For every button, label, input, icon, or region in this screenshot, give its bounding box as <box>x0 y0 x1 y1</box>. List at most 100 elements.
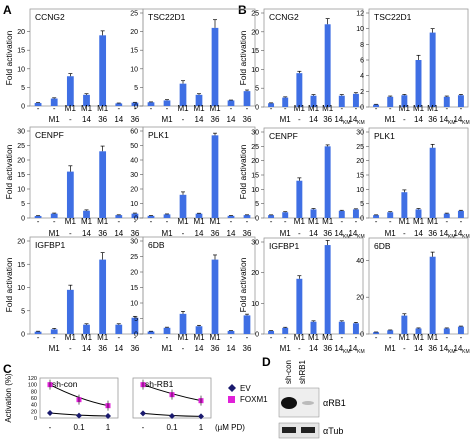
km-subscript: KM <box>448 349 456 355</box>
condition-label: 14 <box>195 229 204 238</box>
bar <box>131 213 139 218</box>
bar <box>163 214 171 218</box>
condition-label: 14 <box>414 344 423 353</box>
bar <box>227 330 235 334</box>
y-tick-label: 12 <box>356 11 364 18</box>
chart-title: CCNG2 <box>269 12 299 22</box>
bar <box>50 213 58 218</box>
y-tick-label: 0 <box>21 104 25 111</box>
condition-label: M1 <box>280 115 292 124</box>
bar <box>50 329 58 334</box>
y-tick-label: 0 <box>360 332 364 339</box>
condition-label: M1 <box>427 217 439 226</box>
y-tick-label: 5 <box>134 316 138 323</box>
bar <box>310 95 317 107</box>
condition-label: 14 <box>195 344 204 353</box>
condition-label: - <box>460 333 463 342</box>
condition-label: 14 <box>453 229 462 238</box>
bar <box>296 73 303 107</box>
bar <box>457 210 464 218</box>
condition-label: - <box>284 104 287 113</box>
condition-label: 36 <box>428 229 437 238</box>
condition-label: - <box>166 217 169 226</box>
condition-label: 14 <box>453 115 462 124</box>
condition-label: 14 <box>334 229 343 238</box>
bar <box>163 100 171 106</box>
condition-label: - <box>246 333 249 342</box>
bar <box>243 91 251 106</box>
y-tick-label: 60 <box>130 129 138 136</box>
condition-label: - <box>403 115 406 124</box>
condition-label: - <box>460 104 463 113</box>
bar <box>147 215 155 218</box>
y-tick-label: 10 <box>17 285 25 292</box>
condition-label: M1 <box>413 333 425 342</box>
y-tick-label: 60 <box>31 396 37 402</box>
panel-letter-c: C <box>3 362 12 376</box>
condition-label: M1 <box>97 104 109 113</box>
condition-label: M1 <box>49 229 61 238</box>
condition-label: - <box>284 333 287 342</box>
km-subscript: KM <box>462 234 470 240</box>
condition-label: M1 <box>294 104 306 113</box>
condition-label: - <box>37 104 40 113</box>
chart-title: TSC22D1 <box>148 12 186 22</box>
y-tick-label: 20 <box>356 158 364 165</box>
y-tick-label: 0 <box>255 105 259 112</box>
y-tick-label: 10 <box>17 187 25 194</box>
legend-foxm1-label: FOXM1 <box>240 395 268 404</box>
chart-title: IGFBP1 <box>35 240 66 250</box>
condition-label: - <box>182 229 185 238</box>
bar <box>66 171 74 218</box>
y-tick-label: 10 <box>130 301 138 308</box>
condition-label: M1 <box>399 333 411 342</box>
condition-label: - <box>270 333 273 342</box>
condition-label: 14 <box>439 229 448 238</box>
bar <box>324 146 331 218</box>
condition-label: M1 <box>322 217 334 226</box>
condition-label: 14 <box>227 344 236 353</box>
bar <box>282 327 289 334</box>
condition-label: 14 <box>114 344 123 353</box>
bar <box>179 313 187 334</box>
y-tick-label: 20 <box>251 270 259 277</box>
y-tick-label: 5 <box>21 308 25 315</box>
bar <box>296 278 303 334</box>
km-subscript: KM <box>357 234 365 240</box>
condition-label: M1 <box>161 344 173 353</box>
condition-label: M1 <box>97 217 109 226</box>
bar <box>115 324 123 334</box>
chart-frame <box>29 236 144 335</box>
condition-label: M1 <box>161 229 173 238</box>
condition-label: - <box>53 217 56 226</box>
y-axis-label: Activation (%) <box>4 373 13 423</box>
condition-label: 36 <box>98 344 107 353</box>
chart-title: 6DB <box>374 241 391 251</box>
condition-label: - <box>445 217 448 226</box>
condition-label: M1 <box>81 217 93 226</box>
km-subscript: KM <box>462 349 470 355</box>
bar <box>179 194 187 218</box>
bar <box>195 326 203 334</box>
y-tick-label: 0 <box>360 216 364 223</box>
condition-label: M1 <box>308 104 320 113</box>
bar <box>310 321 317 334</box>
condition-label: M1 <box>193 333 205 342</box>
y-tick-label: 0 <box>34 416 37 422</box>
y-tick-label: 15 <box>130 285 138 292</box>
condition-label: 36 <box>130 229 139 238</box>
blot-rb1-band <box>281 397 297 409</box>
chart-title: 6DB <box>148 240 165 250</box>
condition-label: M1 <box>161 115 173 124</box>
bar <box>352 323 359 334</box>
condition-label: - <box>117 104 120 113</box>
km-subscript: KM <box>343 120 351 126</box>
condition-label: M1 <box>209 217 221 226</box>
y-tick-label: 80 <box>31 389 37 395</box>
data-point-ev <box>140 410 146 417</box>
